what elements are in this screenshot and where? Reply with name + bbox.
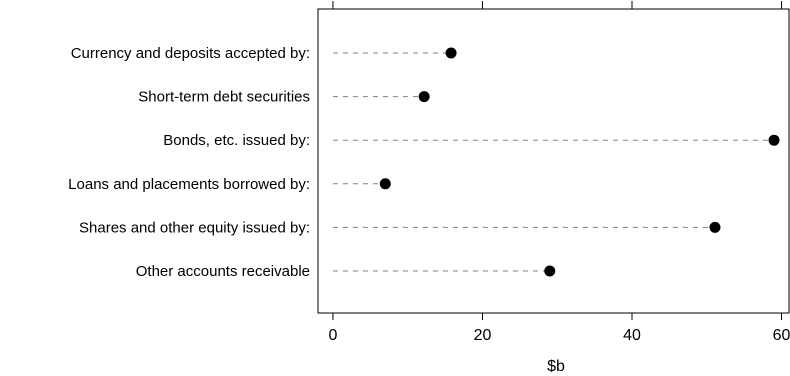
category-label: Shares and other equity issued by:	[79, 219, 310, 236]
plot-frame	[317, 8, 790, 314]
data-markers	[379, 47, 780, 277]
category-label: Currency and deposits accepted by:	[71, 45, 310, 62]
x-axis-title: $b	[547, 358, 565, 375]
data-point	[709, 221, 721, 233]
category-label: Loans and placements borrowed by:	[68, 176, 310, 193]
category-label: Other accounts receivable	[136, 263, 310, 280]
category-label: Short-term debt securities	[138, 89, 310, 106]
data-point	[544, 265, 556, 277]
x-axis-tick-labels: 0 20 40 60	[328, 327, 790, 344]
data-point	[445, 47, 457, 59]
data-point	[768, 134, 780, 146]
x-tick-label: 40	[623, 327, 641, 344]
x-tick-label: 0	[328, 327, 337, 344]
x-tick-label: 60	[773, 327, 790, 344]
category-label: Bonds, etc. issued by:	[163, 132, 310, 149]
x-tick-label: 20	[474, 327, 492, 344]
x-axis-ticks	[332, 1, 783, 320]
data-point	[418, 91, 430, 103]
data-point	[379, 178, 391, 190]
leader-lines	[332, 52, 775, 272]
category-labels: Currency and deposits accepted by: Short-…	[68, 45, 310, 280]
